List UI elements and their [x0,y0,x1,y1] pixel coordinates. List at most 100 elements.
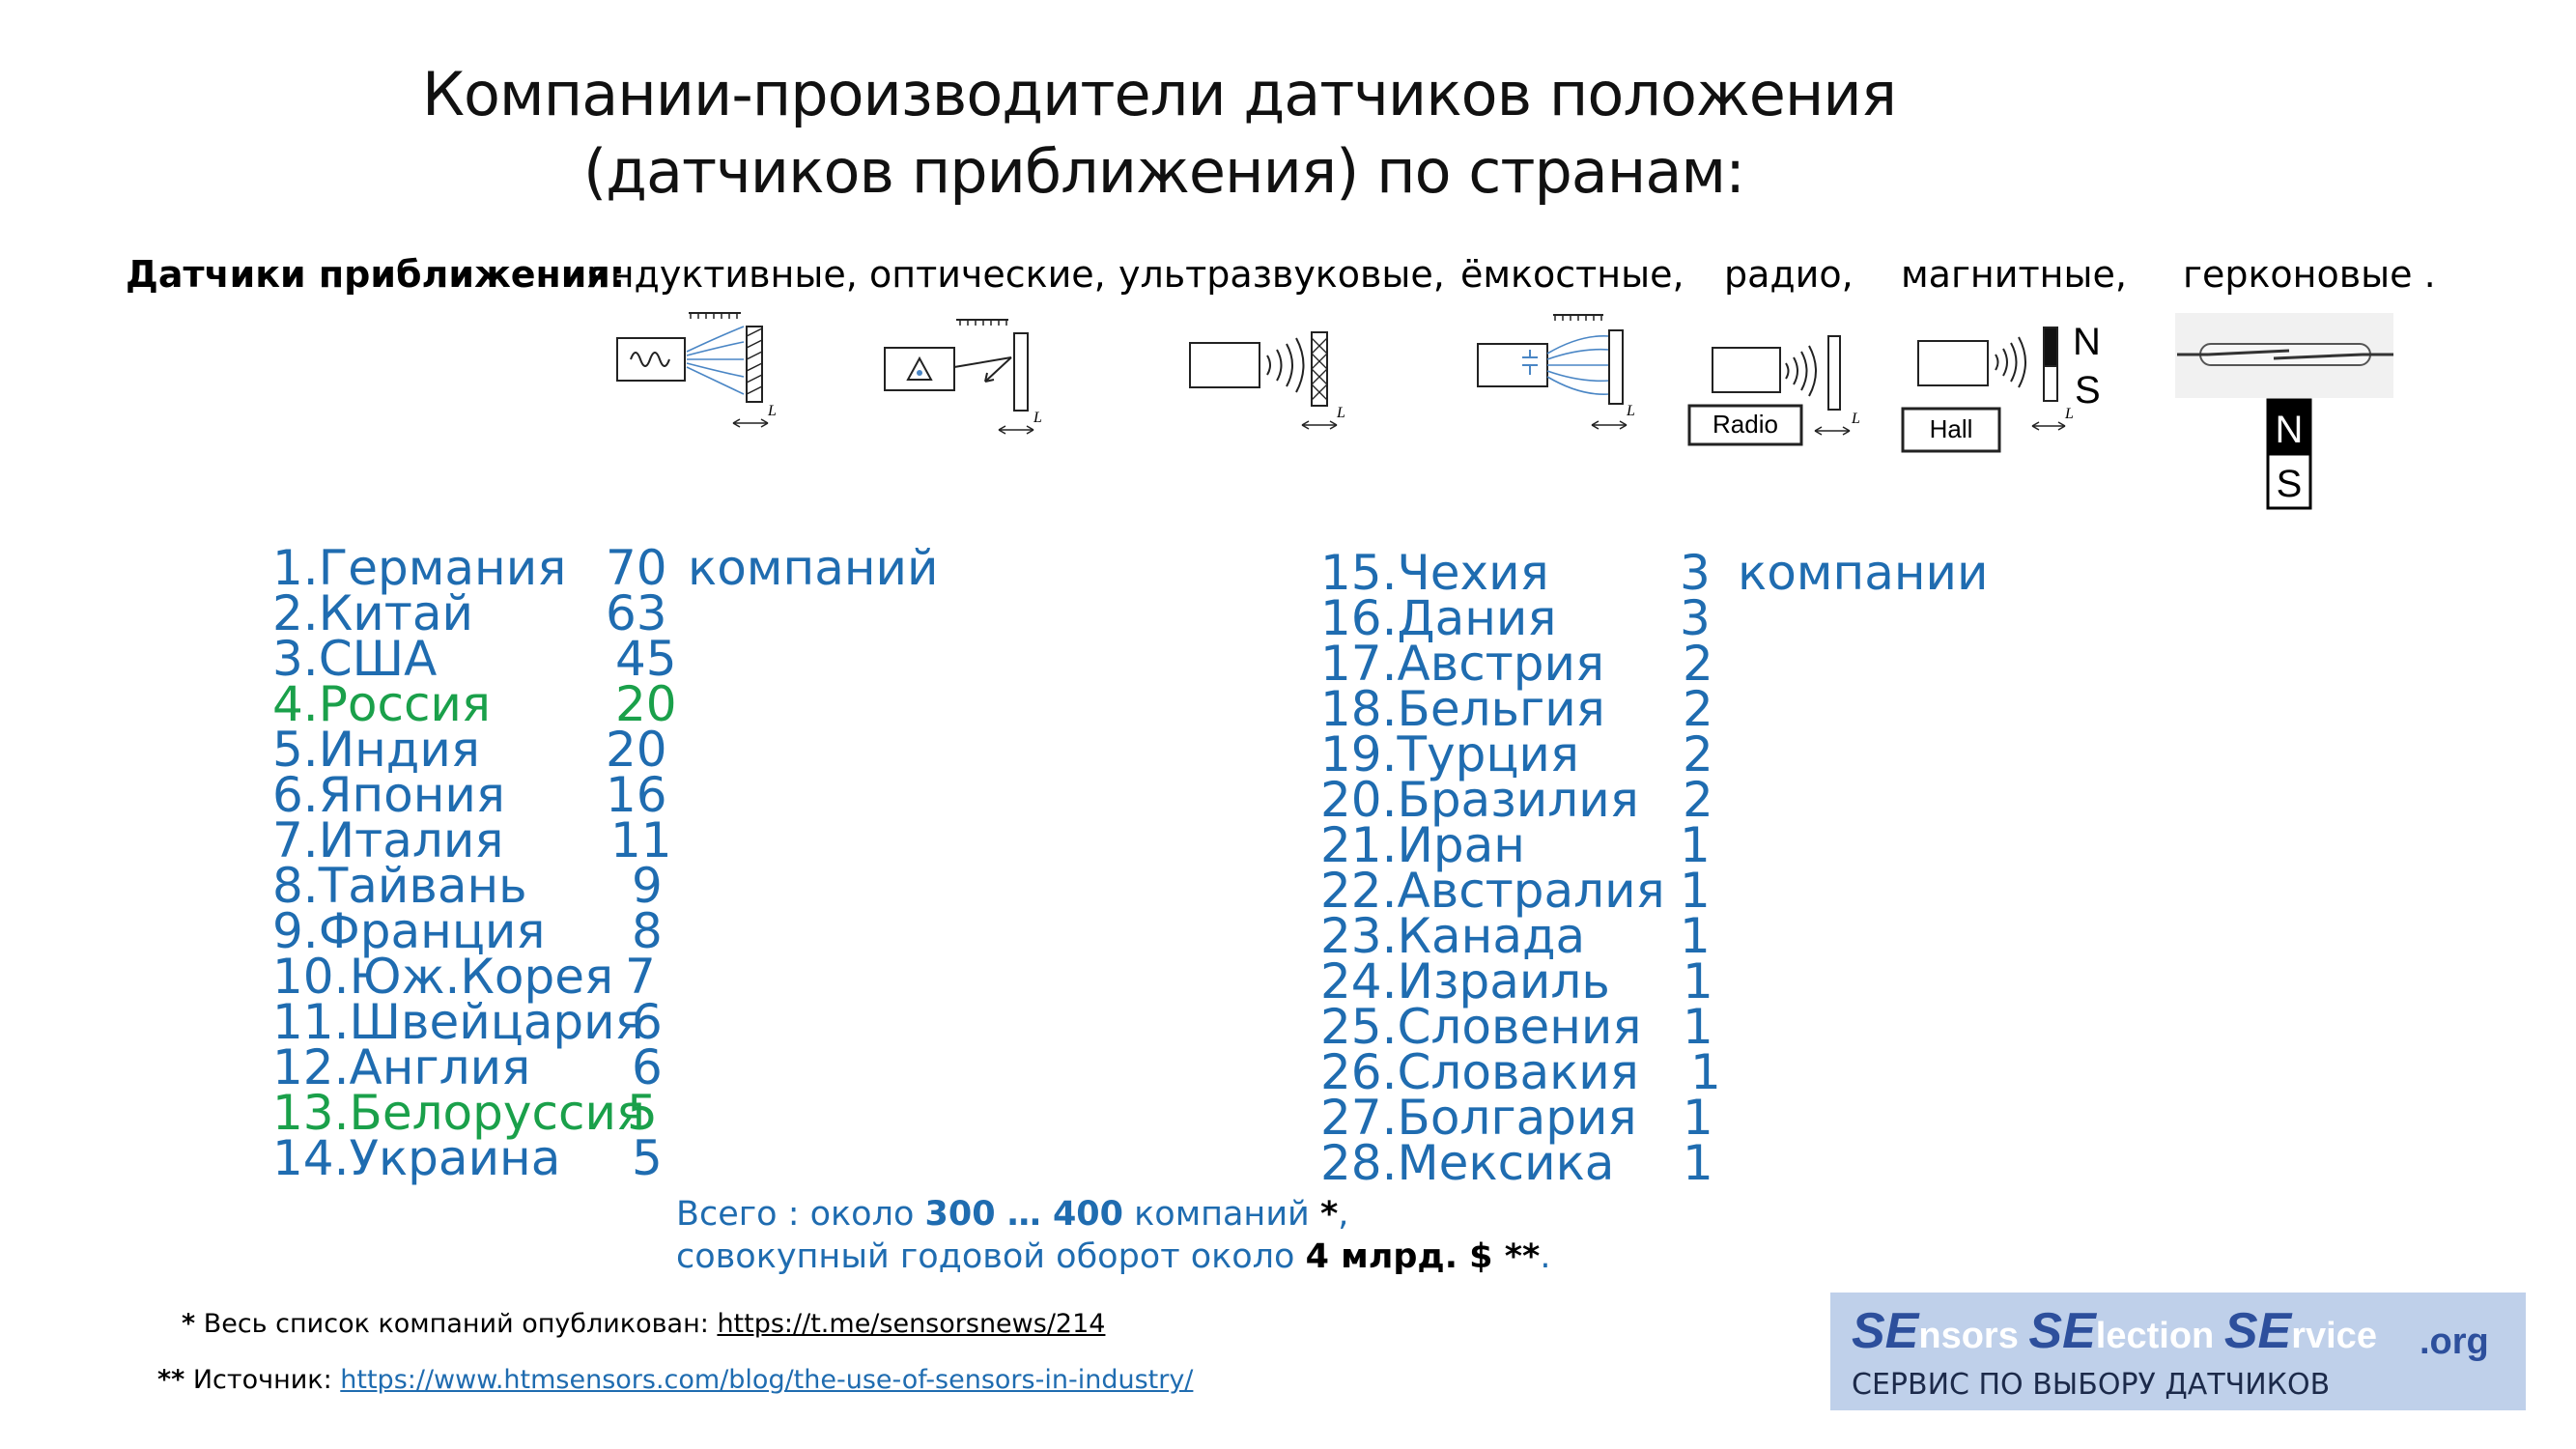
total-line-2: совокупный годовой оборот около 4 млрд. … [676,1236,1550,1278]
country-row: 24.Израиль 1 [1320,953,2093,1009]
footnote-2-text: Источник: [184,1365,341,1395]
distance-label-radio: L [1851,411,1860,427]
company-count: 8 [632,903,663,959]
company-count: 20 [615,676,677,732]
country-name: 27.Болгария [1320,1090,1637,1146]
country-row: 15.Чехия 3 компании [1320,545,2093,601]
reed-switch-diagram: N S [2173,311,2405,527]
page-title: Компании-производители датчиков положени… [0,56,2318,211]
country-row: 9.Франция 8 [272,903,1045,959]
total-range: 300 … 400 [924,1195,1124,1234]
footnote-2-star: ** [157,1365,185,1395]
company-count: 1 [1683,1135,1713,1191]
turnover-dot: . [1540,1237,1551,1276]
country-name: 18.Бельгия [1320,681,1605,737]
radio-sensor-diagram: Radio L [1685,328,1879,458]
country-row: 1.Германия 70 компаний [272,540,1045,596]
country-name: 6.Япония [272,767,505,823]
country-name: 11.Швейцария [272,994,644,1050]
country-row: 3.США 45 [272,631,1045,687]
country-row: 2.Китай 63 [272,585,1045,641]
company-count: 9 [632,858,663,914]
company-count: 20 [606,722,667,778]
country-name: 19.Турция [1320,726,1579,782]
country-name: 17.Австрия [1320,636,1605,692]
distance-label-inductive: L [767,403,777,419]
distance-label-capacitive: L [1626,403,1635,419]
sensor-type-optical: оптические, [869,253,1106,296]
country-name: 14.Украина [272,1130,561,1186]
country-name: 7.Италия [272,812,504,868]
country-name: 25.Словения [1320,999,1642,1055]
country-row: 23.Канада 1 [1320,908,2093,964]
company-count: 2 [1683,681,1713,737]
country-row: 10.Юж.Корея 7 [272,949,1045,1005]
country-row: 28.Мексика 1 [1320,1135,2093,1191]
country-name: 21.Иран [1320,817,1525,873]
brand-org: .org [2420,1321,2489,1362]
sensor-type-capacitive: ёмкостные, [1460,253,1684,296]
sensor-type-inductive: индуктивные, [586,253,858,296]
total-summary: Всего : около 300 … 400 компаний *, сово… [676,1193,1550,1278]
country-name: 2.Китай [272,585,473,641]
company-count: 1 [1683,1090,1713,1146]
country-name: 9.Франция [272,903,546,959]
hall-south-label: S [2075,369,2101,412]
total-suffix: компаний [1123,1195,1320,1234]
country-name: 10.Юж.Корея [272,949,614,1005]
country-name: 24.Израиль [1320,953,1610,1009]
company-count: 3 [1680,590,1711,646]
company-count: 1 [1680,908,1711,964]
company-count: 1 [1690,1044,1721,1100]
country-name: 22.Австралия [1320,863,1665,919]
company-count: 45 [615,631,677,687]
country-row: 27.Болгария 1 [1320,1090,2093,1146]
country-row: 19.Турция 2 [1320,726,2093,782]
turnover-prefix: совокупный годовой оборот около [676,1237,1306,1276]
company-count: 6 [632,1039,663,1095]
turnover-value: 4 млрд. $ ** [1305,1237,1541,1276]
total-prefix: Всего : около [676,1195,925,1234]
hall-sensor-diagram: N S Hall L [1901,321,2123,463]
company-count: 1 [1683,953,1713,1009]
country-row: 16.Дания 3 [1320,590,2093,646]
brand-wordmark: SEnsors SElection SErvice [1852,1303,2377,1359]
country-row: 6.Япония 16 [272,767,1045,823]
country-name: 26.Словакия [1320,1044,1639,1100]
company-count: 2 [1683,636,1713,692]
footnote-1-link[interactable]: https://t.me/sensorsnews/214 [717,1309,1106,1339]
company-count: 1 [1680,863,1711,919]
country-row: 13.Белоруссия 5 [272,1085,1045,1141]
footnote-1-star: * [182,1309,196,1339]
footnote-2-link[interactable]: https://www.htmsensors.com/blog/the-use-… [340,1365,1194,1395]
title-line-1: Компании-производители датчиков положени… [421,59,1897,129]
company-count: 1 [1680,817,1711,873]
company-count: 3 [1680,545,1711,601]
country-name: 12.Англия [272,1039,531,1095]
company-count: 11 [610,812,672,868]
radio-box-label: Radio [1713,410,1778,439]
footnote-1: * Весь список компаний опубликован: http… [182,1309,1105,1339]
sensor-type-magnetic: магнитные, [1901,253,2127,296]
company-count: 16 [606,767,667,823]
distance-label-hall: L [2064,406,2074,422]
company-count: 70 [606,540,667,596]
optical-sensor-diagram: L [881,314,1055,443]
company-count: 6 [632,994,663,1050]
country-row: 5.Индия 20 [272,722,1045,778]
company-count: 2 [1683,772,1713,828]
distance-label-ultrasonic: L [1336,405,1345,421]
country-row: 26.Словакия 1 [1320,1044,2093,1100]
company-count: 1 [1683,999,1713,1055]
title-line-2: (датчиков приближения) по странам: [582,136,1745,207]
country-name: 3.США [272,631,438,687]
total-comma: , [1338,1195,1349,1234]
country-name: 16.Дания [1320,590,1557,646]
inductive-sensor-diagram: L [613,307,787,437]
total-line-1: Всего : около 300 … 400 компаний *, [676,1193,1550,1236]
ultrasonic-sensor-diagram: L [1186,309,1360,439]
count-unit: компаний [688,540,939,596]
brand-logo-box: SEnsors SElection SErvice .org СЕРВИС ПО… [1830,1293,2526,1410]
company-count: 5 [627,1085,658,1141]
country-row: 18.Бельгия 2 [1320,681,2093,737]
